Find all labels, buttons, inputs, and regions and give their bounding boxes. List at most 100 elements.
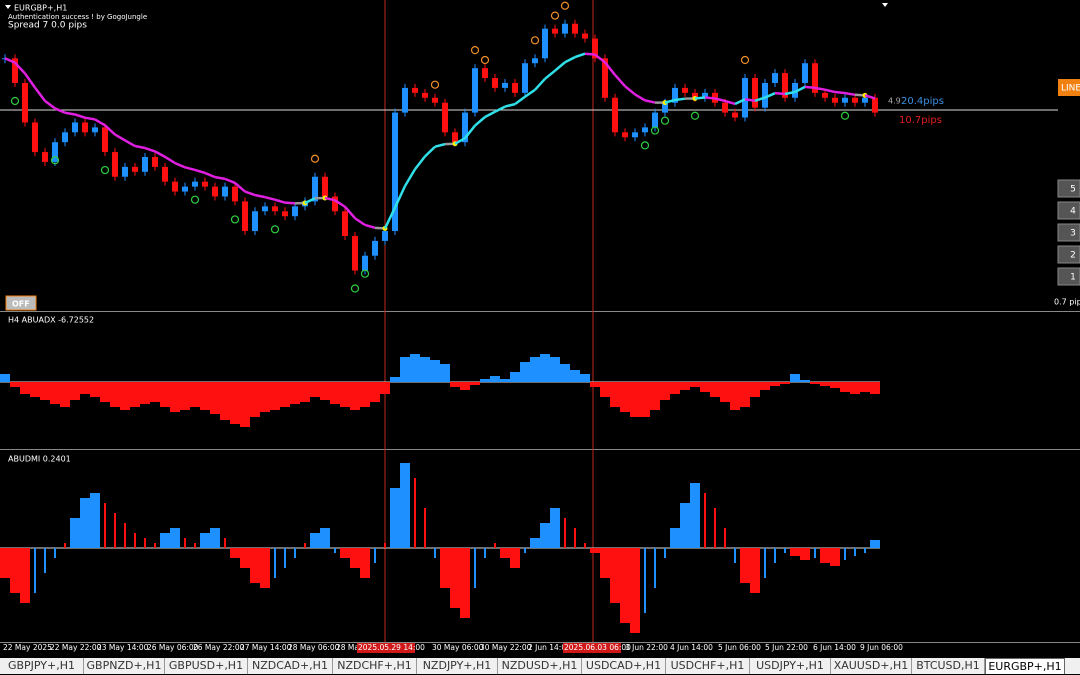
candle (522, 63, 528, 93)
symbol-tab[interactable]: NZDUSD+,H1 (498, 658, 582, 674)
adx-bar (180, 382, 190, 410)
adx-bar (90, 382, 100, 397)
line-button-label[interactable]: LINE (1061, 84, 1080, 94)
dmi-bar (34, 548, 36, 593)
level-button[interactable] (1058, 180, 1080, 197)
level-button[interactable] (1058, 224, 1080, 241)
level-button[interactable] (1058, 202, 1080, 219)
candle (752, 78, 758, 108)
dmi-bar (590, 548, 600, 553)
dmi-bar (714, 508, 716, 548)
dmi-bar (584, 543, 586, 548)
dmi-bar (170, 528, 180, 548)
corner-text: 0.7 pips (1054, 298, 1080, 307)
candle (772, 73, 778, 83)
symbol-tab[interactable]: NZDCAD+,H1 (248, 658, 333, 674)
dmi-bar (550, 508, 560, 548)
adx-bar (240, 382, 250, 427)
level-button-label[interactable]: 2 (1070, 251, 1076, 261)
adx-bar (680, 382, 690, 390)
dmi-bar (870, 540, 880, 548)
adx-bar (280, 382, 290, 407)
dmi-bar (800, 548, 810, 560)
symbol-tab[interactable]: USDCHF+,H1 (666, 658, 750, 674)
pips-red: 10.7pips (899, 115, 942, 126)
candle (442, 103, 448, 133)
adx-bar (50, 382, 60, 404)
symbol-tab[interactable]: XAUUSD+,H1 (831, 658, 912, 674)
level-button-label[interactable]: 3 (1070, 229, 1076, 239)
dmi-bar (210, 528, 220, 548)
dmi-bar (764, 548, 766, 578)
dmi-bar (400, 463, 410, 548)
dmi-bar (90, 493, 100, 548)
symbol-tab[interactable]: GBPJPY+,H1 (0, 658, 84, 674)
candle (402, 88, 408, 113)
symbol-tab[interactable]: BTCUSD,H1 (912, 658, 985, 674)
adx-bar (430, 360, 440, 382)
candle (412, 88, 418, 93)
candle (862, 98, 868, 103)
dmi-bar (360, 548, 370, 578)
symbol-tab[interactable]: USDCAD+,H1 (582, 658, 666, 674)
dmi-bar (450, 548, 460, 608)
adx-bar (70, 382, 80, 400)
level-button-label[interactable]: 1 (1070, 273, 1076, 283)
dmi-bar (294, 548, 296, 558)
dmi-bar (160, 533, 170, 548)
dmi-bar (154, 543, 156, 548)
candle (212, 187, 218, 197)
time-label: 9 Jun 06:00 (860, 643, 903, 652)
candle (132, 167, 138, 172)
level-button-label[interactable]: 5 (1070, 185, 1076, 195)
symbol-tab[interactable]: EURGBP+,H1 (985, 658, 1065, 674)
symbol-tab[interactable]: USDJPY+,H1 (750, 658, 831, 674)
dmi-bar (250, 548, 260, 583)
symbol-tab[interactable]: NZDCHF+,H1 (333, 658, 417, 674)
dmi-bar (260, 548, 270, 588)
candle (62, 132, 68, 142)
candle (52, 142, 58, 162)
adx-bar (610, 382, 620, 407)
level-button[interactable] (1058, 268, 1080, 285)
candle (372, 241, 378, 256)
dmi-bar (500, 548, 510, 558)
adx-bar (870, 382, 880, 394)
dmi-bar (384, 543, 386, 548)
dmi-bar (740, 548, 750, 583)
dmi-bar (814, 548, 816, 558)
adx-bar (190, 382, 200, 407)
adx-bar (390, 377, 400, 382)
moving-average (65, 113, 75, 115)
candle (72, 122, 78, 132)
symbol-tab[interactable]: GBPNZD+,H1 (84, 658, 165, 674)
candle (802, 63, 808, 83)
adx-bar (340, 382, 350, 407)
level-button[interactable] (1058, 246, 1080, 263)
symbol-tab[interactable]: NZDJPY+,H1 (417, 658, 498, 674)
moving-average (835, 92, 845, 93)
adx-bar (790, 374, 800, 382)
off-button-label[interactable]: OFF (12, 300, 30, 309)
time-label: 26 May 06:00 (147, 643, 199, 652)
adx-bar (330, 382, 340, 404)
time-label: 27 May 14:00 (240, 643, 292, 652)
time-highlight-label: 2025.05.29 14:00 (358, 643, 425, 652)
dmi-bar (434, 548, 436, 558)
adx-bar (160, 382, 170, 407)
adx-bar (150, 382, 160, 402)
dmi-bar (630, 548, 640, 633)
adx-bar (710, 382, 720, 397)
candle (542, 29, 548, 59)
candle (242, 201, 248, 231)
level-button-label[interactable]: 4 (1070, 207, 1076, 217)
candle (872, 98, 878, 113)
moving-average (705, 97, 715, 98)
adx-bar (720, 382, 730, 402)
symbol-tab[interactable]: GBPUSD+,H1 (165, 658, 248, 674)
adx-bar (580, 374, 590, 382)
dmi-bar (724, 528, 726, 548)
dmi-bar (670, 528, 680, 548)
dmi-bar (230, 548, 240, 558)
time-label: 28 May 06:00 (288, 643, 340, 652)
